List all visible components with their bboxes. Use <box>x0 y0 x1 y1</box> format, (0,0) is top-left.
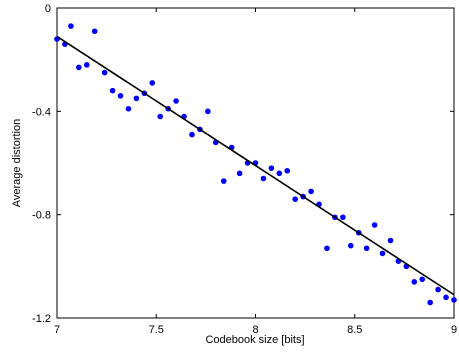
data-point <box>347 242 354 249</box>
x-axis-label: Codebook size [bits] <box>205 334 304 346</box>
data-point <box>205 108 211 115</box>
y-tick-label: -1.2 <box>32 313 51 325</box>
data-point <box>427 299 433 306</box>
data-point <box>324 245 330 252</box>
y-tick-label: -0.8 <box>32 210 51 222</box>
data-point <box>220 178 227 184</box>
x-tick-label: 7.5 <box>149 324 164 336</box>
data-point <box>379 250 386 257</box>
series-layer <box>54 23 457 306</box>
data-point <box>125 105 132 112</box>
y-tick-label: 0 <box>45 3 51 15</box>
data-point <box>173 98 179 104</box>
data-point <box>101 69 108 76</box>
data-point <box>117 93 124 99</box>
data-point <box>411 279 418 285</box>
data-point <box>435 286 441 293</box>
x-tick-label: 8.5 <box>347 324 362 336</box>
data-point <box>451 297 457 303</box>
x-tick-label: 7 <box>54 324 60 336</box>
data-point <box>189 131 195 138</box>
axis-ticks <box>56 7 455 319</box>
data-point <box>443 294 449 301</box>
data-point <box>133 95 140 102</box>
data-point <box>284 167 291 174</box>
data-point <box>371 222 378 228</box>
axis-tick-labels: 7 7.5 8 8.5 9 0 -0.4 -0.8 -1.2 <box>32 3 457 336</box>
data-point <box>276 170 283 177</box>
x-tick-label: 8 <box>252 324 258 336</box>
data-point <box>236 170 243 177</box>
data-point <box>292 196 299 202</box>
data-point <box>68 23 74 29</box>
data-point <box>340 214 346 221</box>
data-point <box>149 80 156 86</box>
data-point <box>76 64 82 71</box>
data-point <box>268 165 275 171</box>
data-point <box>387 237 394 244</box>
data-point <box>260 175 267 182</box>
data-point <box>308 188 314 195</box>
data-point <box>91 28 98 35</box>
x-tick-label: 9 <box>451 324 457 336</box>
data-point <box>157 113 164 120</box>
data-point <box>419 276 426 283</box>
y-tick-label: -0.4 <box>32 106 51 118</box>
y-axis-label: Average distortion <box>11 119 23 207</box>
fit-line <box>56 35 455 296</box>
data-point <box>83 62 90 68</box>
data-point <box>109 87 116 94</box>
data-point <box>363 245 370 252</box>
